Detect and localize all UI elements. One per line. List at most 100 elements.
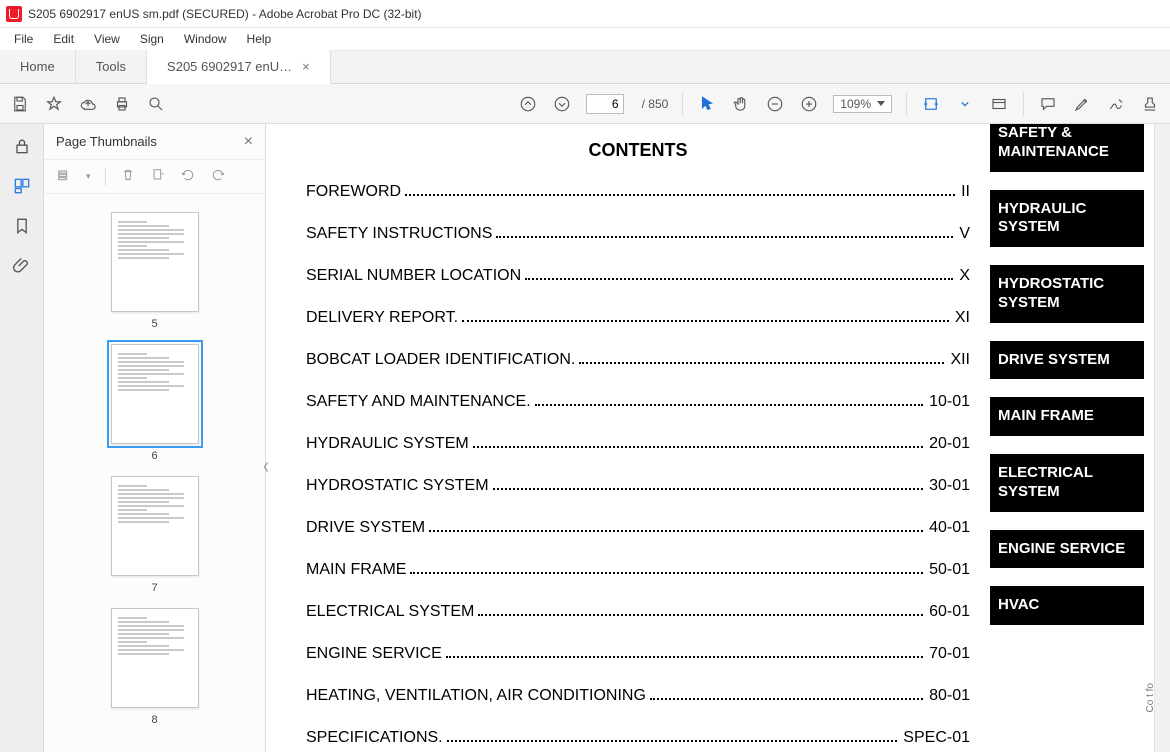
- toolbar-separator-3: [1023, 92, 1024, 116]
- toolbar-left-group: [10, 94, 166, 114]
- save-icon[interactable]: [10, 94, 30, 114]
- menu-sign[interactable]: Sign: [132, 30, 172, 48]
- zoom-dropdown[interactable]: 109%: [833, 95, 892, 113]
- thumbnails-body[interactable]: 5 6 7 8: [44, 194, 265, 752]
- thumb-options-icon[interactable]: [56, 167, 72, 186]
- thumbnail[interactable]: 5: [44, 212, 265, 330]
- toc-page: 10-01: [929, 393, 970, 411]
- thumbnail-page-number: 6: [151, 450, 157, 462]
- stamp-icon[interactable]: [1140, 94, 1160, 114]
- tab-home[interactable]: Home: [0, 50, 76, 83]
- main-area: Page Thumbnails × ▾ 5678 CONTENTS FOREWO…: [0, 124, 1170, 752]
- toc-page: 80-01: [929, 687, 970, 705]
- menu-view[interactable]: View: [86, 30, 128, 48]
- thumbnail-page-number: 7: [151, 582, 157, 594]
- zoom-in-icon[interactable]: [799, 94, 819, 114]
- menu-help[interactable]: Help: [239, 30, 280, 48]
- lock-icon[interactable]: [12, 136, 32, 156]
- rotate-ccw-icon[interactable]: [180, 167, 196, 186]
- section-tab[interactable]: SAFETY & MAINTENANCE: [990, 124, 1144, 172]
- toc-row[interactable]: DELIVERY REPORT.XI: [306, 309, 970, 327]
- toc-page: X: [959, 267, 970, 285]
- toc-row[interactable]: DRIVE SYSTEM40-01: [306, 519, 970, 537]
- zoom-out-icon[interactable]: [765, 94, 785, 114]
- search-icon[interactable]: [146, 94, 166, 114]
- thumb-options-caret-icon[interactable]: ▾: [86, 171, 91, 182]
- page-content: CONTENTS FOREWORDIISAFETY INSTRUCTIONSVS…: [266, 124, 990, 752]
- toc-row[interactable]: HEATING, VENTILATION, AIR CONDITIONING80…: [306, 687, 970, 705]
- menu-bar: File Edit View Sign Window Help: [0, 28, 1170, 50]
- toc-label: ENGINE SERVICE: [306, 645, 442, 663]
- document-viewer[interactable]: CONTENTS FOREWORDIISAFETY INSTRUCTIONSVS…: [266, 124, 1170, 752]
- thumbnail[interactable]: 8: [44, 608, 265, 726]
- toc-row[interactable]: BOBCAT LOADER IDENTIFICATION.XII: [306, 351, 970, 369]
- thumbnail[interactable]: 6: [44, 344, 265, 462]
- toc-row[interactable]: ELECTRICAL SYSTEM60-01: [306, 603, 970, 621]
- highlight-icon[interactable]: [1072, 94, 1092, 114]
- document-scrollbar[interactable]: [1154, 124, 1170, 752]
- toc-row[interactable]: FOREWORDII: [306, 183, 970, 201]
- hand-tool-icon[interactable]: [731, 94, 751, 114]
- toc-page: SPEC-01: [903, 729, 970, 747]
- toc-row[interactable]: SAFETY INSTRUCTIONSV: [306, 225, 970, 243]
- tab-document[interactable]: S205 6902917 enU… ×: [147, 50, 331, 84]
- left-rail: [0, 124, 44, 752]
- toc-row[interactable]: ENGINE SERVICE 70-01: [306, 645, 970, 663]
- toc-row[interactable]: SPECIFICATIONS.SPEC-01: [306, 729, 970, 747]
- thumbnails-header: Page Thumbnails ×: [44, 124, 265, 160]
- toc-label: HYDROSTATIC SYSTEM: [306, 477, 489, 495]
- delete-page-icon[interactable]: [120, 167, 136, 186]
- section-tab[interactable]: HYDROSTATIC SYSTEM: [990, 265, 1144, 323]
- section-tabs: SAFETY & MAINTENANCE HYDRAULIC SYSTEM HYDR…: [990, 124, 1154, 752]
- comment-icon[interactable]: [1038, 94, 1058, 114]
- attachments-icon[interactable]: [12, 256, 32, 276]
- star-icon[interactable]: [44, 94, 64, 114]
- section-tab[interactable]: ENGINE SERVICE: [990, 530, 1144, 569]
- menu-window[interactable]: Window: [176, 30, 235, 48]
- menu-edit[interactable]: Edit: [45, 30, 82, 48]
- thumbnail[interactable]: 7: [44, 476, 265, 594]
- toc-page: II: [961, 183, 970, 201]
- toolbar-separator: [682, 92, 683, 116]
- menu-file[interactable]: File: [6, 30, 41, 48]
- page-down-icon[interactable]: [552, 94, 572, 114]
- toc-row[interactable]: MAIN FRAME50-01: [306, 561, 970, 579]
- section-tab[interactable]: DRIVE SYSTEM: [990, 341, 1144, 380]
- page-number-input[interactable]: [586, 94, 624, 114]
- section-tab[interactable]: HYDRAULIC SYSTEM: [990, 190, 1144, 248]
- toc-leader-dots: [535, 404, 923, 406]
- section-tab[interactable]: MAIN FRAME: [990, 397, 1144, 436]
- close-panel-icon[interactable]: ×: [244, 133, 253, 151]
- page-up-icon[interactable]: [518, 94, 538, 114]
- toc-leader-dots: [525, 278, 953, 280]
- toc-page: 70-01: [929, 645, 970, 663]
- new-page-icon[interactable]: [150, 167, 166, 186]
- toc-leader-dots: [493, 488, 924, 490]
- toc-row[interactable]: SAFETY AND MAINTENANCE.10-01: [306, 393, 970, 411]
- thumbnail-page-preview: [111, 608, 199, 708]
- toc-row[interactable]: SERIAL NUMBER LOCATIONX: [306, 267, 970, 285]
- sign-icon[interactable]: [1106, 94, 1126, 114]
- read-mode-icon[interactable]: [989, 94, 1009, 114]
- toc-row[interactable]: HYDRAULIC SYSTEM20-01: [306, 435, 970, 453]
- pointer-tool-icon[interactable]: [697, 94, 717, 114]
- fit-dropdown-caret-icon[interactable]: [955, 94, 975, 114]
- toc-leader-dots: [429, 530, 923, 532]
- print-icon[interactable]: [112, 94, 132, 114]
- toc-leader-dots: [405, 194, 955, 196]
- toolbar-annot-group: [1038, 94, 1160, 114]
- toc-row[interactable]: HYDROSTATIC SYSTEM 30-01: [306, 477, 970, 495]
- cloud-upload-icon[interactable]: [78, 94, 98, 114]
- close-tab-icon[interactable]: ×: [302, 59, 310, 74]
- section-tab[interactable]: ELECTRICAL SYSTEM: [990, 454, 1144, 512]
- thumbnails-panel-icon[interactable]: [12, 176, 32, 196]
- toc-page: 30-01: [929, 477, 970, 495]
- fit-width-icon[interactable]: [921, 94, 941, 114]
- section-tab[interactable]: HVAC: [990, 586, 1144, 625]
- toc-leader-dots: [579, 362, 944, 364]
- bookmarks-icon[interactable]: [12, 216, 32, 236]
- panel-collapse-handle[interactable]: [261, 454, 271, 480]
- toc-leader-dots: [496, 236, 953, 238]
- tab-tools[interactable]: Tools: [76, 50, 147, 83]
- rotate-cw-icon[interactable]: [210, 167, 226, 186]
